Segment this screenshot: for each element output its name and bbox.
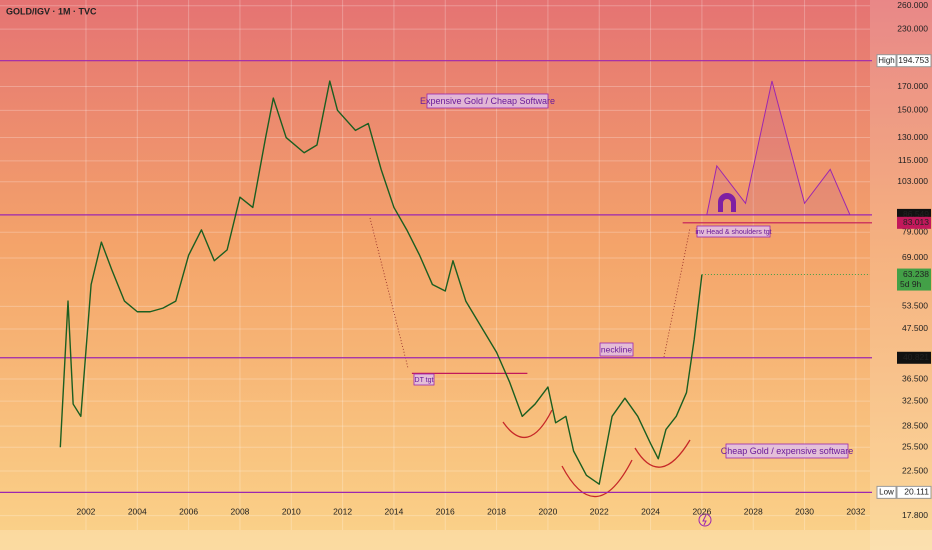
y-tick-label: 115.000 xyxy=(898,155,928,165)
price-label: 83.013 xyxy=(903,217,929,227)
annotation-box xyxy=(426,93,549,109)
annotation: inv Head & shoulders tgt xyxy=(695,229,771,236)
annotation: neckline xyxy=(601,344,632,354)
annotation: Expensive Gold / Cheap Software xyxy=(420,96,555,106)
head-curve xyxy=(561,459,633,498)
annotation-box xyxy=(696,225,771,238)
y-tick-label: 25.500 xyxy=(902,441,928,451)
y-tick-label: 36.500 xyxy=(902,373,928,383)
magnet-icon xyxy=(718,193,736,212)
event-icon xyxy=(702,514,707,526)
price-tag: High xyxy=(878,56,894,65)
y-tick-label: 260.000 xyxy=(897,0,928,10)
price-label-box xyxy=(896,485,932,499)
shoulder-curve xyxy=(634,439,691,468)
y-tick-label: 150.000 xyxy=(897,105,928,115)
price-label-box xyxy=(896,54,932,68)
y-tick-label: 17.800 xyxy=(902,510,928,520)
x-tick-label: 2014 xyxy=(384,506,403,516)
x-tick-label: 2008 xyxy=(230,506,249,516)
x-tick-label: 2032 xyxy=(846,506,865,516)
x-tick-label: 2030 xyxy=(795,506,814,516)
price-label-box xyxy=(897,216,931,229)
annotation: Cheap Gold / expensive software xyxy=(721,446,854,456)
time-axis xyxy=(0,530,932,550)
chart-title: GOLD/IGV · 1M · TVC xyxy=(6,6,97,16)
x-tick-label: 2024 xyxy=(641,506,660,516)
x-tick-label: 2018 xyxy=(487,506,506,516)
x-tick-label: 2016 xyxy=(436,506,455,516)
price-label: 40.821 xyxy=(903,352,929,362)
shoulder-curve xyxy=(502,409,553,439)
price-label-box xyxy=(897,351,931,364)
annotation-box xyxy=(599,342,634,357)
y-tick-label: 130.000 xyxy=(897,132,928,142)
price-line xyxy=(59,80,703,485)
price-tag-box xyxy=(876,54,897,68)
y-tick-label: 69.000 xyxy=(902,252,928,262)
y-tick-label: 22.500 xyxy=(902,465,928,475)
y-tick-label: 53.500 xyxy=(902,301,928,311)
y-tick-label: 79.000 xyxy=(902,226,928,236)
x-tick-label: 2022 xyxy=(590,506,609,516)
price-tag-box xyxy=(876,485,897,499)
y-tick-label: 32.500 xyxy=(902,395,928,405)
x-tick-label: 2020 xyxy=(538,506,557,516)
y-tick-label: 47.500 xyxy=(902,323,928,333)
x-tick-label: 2006 xyxy=(179,506,198,516)
x-tick-label: 2028 xyxy=(744,506,763,516)
x-tick-label: 2012 xyxy=(333,506,352,516)
annotation-box xyxy=(725,443,849,459)
countdown: 5d 9h xyxy=(900,279,922,289)
projection-guide xyxy=(663,227,691,358)
last-price-box xyxy=(897,268,931,291)
x-tick-label: 2026 xyxy=(692,506,711,516)
annotation: DT tgt xyxy=(415,377,434,384)
annotation-box xyxy=(413,373,435,386)
y-tick-label: 28.500 xyxy=(902,420,928,430)
price-label: 86.549 xyxy=(903,209,929,219)
price-tag: Low xyxy=(879,487,894,496)
x-tick-label: 2010 xyxy=(282,506,301,516)
event-icon xyxy=(698,513,712,527)
y-tick-label: 103.000 xyxy=(897,176,928,186)
x-tick-label: 2004 xyxy=(128,506,147,516)
price-label: 194.753 xyxy=(898,55,929,65)
projection-area xyxy=(706,80,851,216)
x-tick-label: 2002 xyxy=(77,506,96,516)
last-price-label: 63.238 xyxy=(903,269,929,279)
y-tick-label: 230.000 xyxy=(897,23,928,33)
y-tick-label: 170.000 xyxy=(897,81,928,91)
price-label: 20.111 xyxy=(904,487,929,497)
